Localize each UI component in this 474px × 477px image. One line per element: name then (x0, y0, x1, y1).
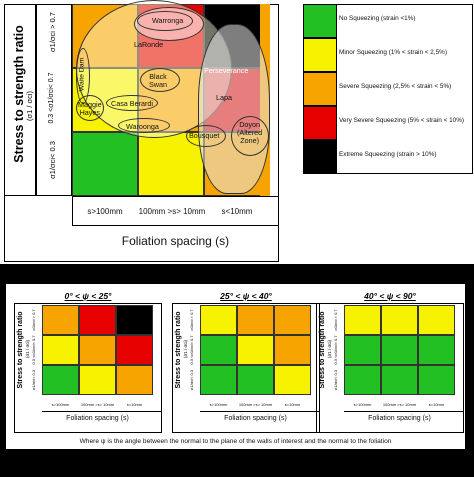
main-cell-r3c1 (72, 132, 138, 196)
small-chart-cell (418, 335, 455, 365)
small-chart-cell (274, 365, 311, 395)
small-chart-cell (381, 335, 418, 365)
small-chart-2: 25° < ψ < 40° Stress to strength ratio (σ1… (172, 291, 320, 435)
legend-swatch (303, 4, 337, 38)
legend-swatch (303, 106, 337, 140)
main-row-label-2: 0.3 <σ1/σci< 0.7 (48, 72, 55, 124)
legend-item-no-squeezing: No Squeezing (strain <1%) (303, 4, 473, 38)
small-chart-separator (344, 411, 464, 412)
small-chart-cell (344, 335, 381, 365)
small-chart-title: 25° < ψ < 40° (220, 291, 272, 301)
small-chart-3: 40° < ψ < 90° Stress to strength ratio (σ1… (316, 291, 464, 435)
small-chart-cell (42, 335, 79, 365)
small-chart-frame (316, 303, 464, 433)
legend-label: Very Severe Squeezing (5% < strain < 10%… (339, 117, 465, 124)
legend: No Squeezing (strain <1%) Minor Squeezin… (303, 4, 473, 176)
small-chart-1: 0° < ψ < 25° Stress to strength ratio (σ1 … (14, 291, 162, 435)
small-chart-cell (237, 305, 274, 335)
legend-item-severe: Severe Squeezing (2,5% < strain < 5%) (303, 72, 473, 106)
site-bousquet-ellipse (186, 125, 226, 147)
main-row-label-3: σ1/σci< 0.3 (48, 141, 57, 179)
small-chart-cell (79, 305, 116, 335)
small-chart-cell (344, 305, 381, 335)
site-perseverance: Perseverance (204, 66, 249, 75)
main-row-label-box (36, 4, 72, 196)
legend-label: Minor Squeezing (1% < strain < 2,5%) (339, 49, 447, 56)
small-chart-col-label-1: s>100mm (209, 402, 228, 407)
small-chart-cell (237, 335, 274, 365)
site-warronga-bottom-ellipse (118, 118, 170, 133)
small-chart-cell (381, 365, 418, 395)
small-chart-row-label-3: σ1/σci< 0.3 (189, 369, 194, 391)
small-chart-cell (274, 335, 311, 365)
main-y-title-box (4, 4, 36, 196)
main-region-right (198, 24, 270, 194)
main-x-title: Foliation spacing (s) (121, 234, 230, 248)
small-chart-cell (418, 365, 455, 395)
site-laronde: LaRonde (134, 40, 164, 49)
legend-swatch (303, 72, 337, 106)
small-chart-frame (172, 303, 320, 433)
small-chart-row-label-1: σ1/σci > 0.7 (333, 309, 338, 331)
small-chart-cell (344, 365, 381, 395)
small-chart-col-label-3: s<10mm (126, 402, 143, 407)
small-chart-separator (200, 411, 320, 412)
small-chart-row-label-2: 0.3 <σ1/σci< 0.7 (31, 335, 36, 365)
small-chart-row-label-2: 0.3 <σ1/σci< 0.7 (333, 335, 338, 365)
small-chart-cell (381, 305, 418, 335)
legend-swatch (303, 38, 337, 72)
main-row-label-1: σ1/σci > 0.7 (48, 12, 57, 52)
small-chart-cell (116, 365, 153, 395)
small-chart-cell (79, 335, 116, 365)
small-chart-x-title: Foliation spacing (s) (224, 415, 287, 422)
small-chart-col-label-2: 100mm >s> 10mm (382, 402, 417, 407)
small-chart-cell (237, 365, 274, 395)
site-casa-berardi-ellipse (106, 95, 158, 111)
legend-item-very-severe: Very Severe Squeezing (5% < strain < 10%… (303, 106, 473, 140)
small-chart-col-label-3: s<10mm (428, 402, 445, 407)
small-chart-cell (42, 305, 79, 335)
footnote: Where ψ is the angle between the normal … (79, 438, 392, 445)
small-chart-cell (200, 305, 237, 335)
legend-label: Severe Squeezing (2,5% < strain < 5%) (339, 83, 452, 90)
small-chart-cell (116, 305, 153, 335)
legend-label: Extreme Squeezing (strain > 10%) (339, 151, 437, 158)
small-chart-row-label-3: σ1/σci< 0.3 (333, 369, 338, 391)
main-col-label-1: s>100mm (87, 207, 123, 216)
small-chart-title: 40° < ψ < 90° (364, 291, 416, 301)
site-black-swan-ellipse (140, 68, 180, 92)
small-chart-cell (418, 305, 455, 335)
main-col-label-2: 100mm >s> 10mm (138, 207, 206, 216)
main-y-subtitle: (σ1 / σci) (25, 90, 34, 122)
legend-frame (303, 4, 473, 174)
small-chart-x-title: Foliation spacing (s) (368, 415, 431, 422)
small-chart-x-title: Foliation spacing (s) (66, 415, 129, 422)
small-chart-row-label-2: 0.3 <σ1/σci< 0.7 (189, 335, 194, 365)
small-chart-row-label-1: σ1/σci > 0.7 (31, 309, 36, 331)
site-warronga-top-ellipse (137, 11, 193, 31)
site-doyon-ellipse (231, 116, 269, 156)
main-col-label-3: s<10mm (221, 207, 253, 216)
site-lapa: Lapa (216, 93, 232, 102)
small-chart-cell (42, 365, 79, 395)
small-chart-cell (200, 335, 237, 365)
small-chart-col-label-1: s>100mm (353, 402, 372, 407)
site-maggie-hayes-ellipse (76, 95, 104, 121)
small-chart-title: 0° < ψ < 25° (64, 291, 112, 301)
small-chart-col-label-3: s<10mm (284, 402, 301, 407)
main-col-label-box (72, 196, 279, 226)
small-chart-col-label-1: s>100mm (51, 402, 70, 407)
small-chart-col-label-2: 100mm >s> 10mm (80, 402, 115, 407)
legend-item-minor: Minor Squeezing (1% < strain < 2,5%) (303, 38, 473, 72)
small-chart-cell (274, 305, 311, 335)
small-chart-cell (79, 365, 116, 395)
small-chart-cell (200, 365, 237, 395)
small-chart-col-label-2: 100mm >s> 10mm (238, 402, 273, 407)
small-chart-row-label-3: σ1/σci< 0.3 (31, 369, 36, 391)
small-chart-row-label-1: σ1/σci > 0.7 (189, 309, 194, 331)
small-chart-frame (14, 303, 162, 433)
small-chart-cell (116, 335, 153, 365)
small-chart-separator (42, 411, 162, 412)
legend-label: No Squeezing (strain <1%) (339, 15, 416, 22)
